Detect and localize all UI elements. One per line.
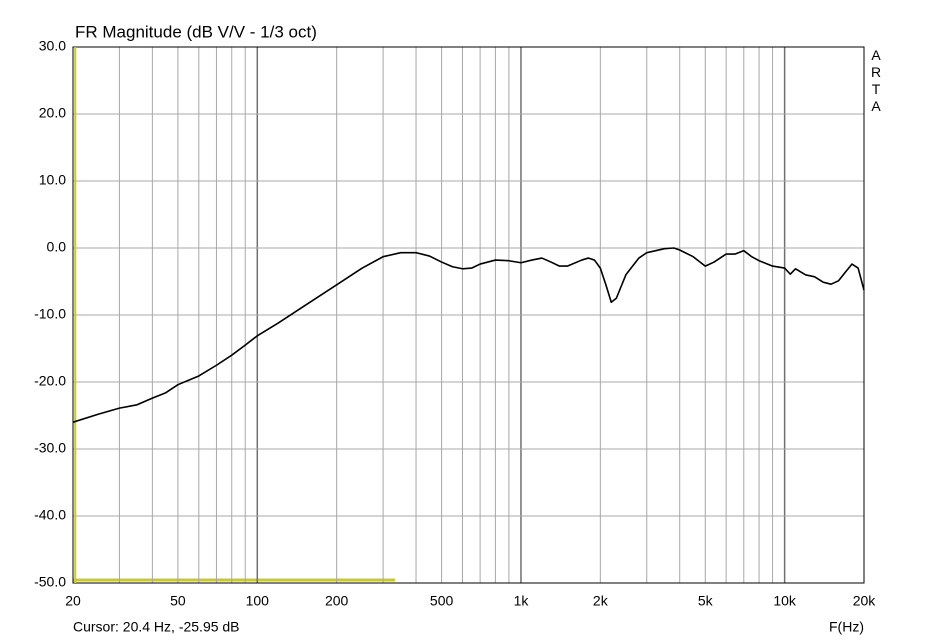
- y-tick-label: -50.0: [34, 574, 66, 590]
- y-tick-label: -30.0: [34, 440, 66, 456]
- watermark: ARTA: [868, 47, 884, 115]
- y-tick-label: -10.0: [34, 306, 66, 322]
- plot-frame: [72, 46, 865, 584]
- x-tick-label: 200: [325, 593, 349, 609]
- x-tick-label: 100: [246, 593, 270, 609]
- y-tick-label: -20.0: [34, 373, 66, 389]
- chart-title: FR Magnitude (dB V/V - 1/3 oct): [75, 22, 317, 41]
- x-tick-label: 2k: [593, 593, 609, 609]
- y-tick-label: 30.0: [39, 38, 66, 54]
- x-axis-label: F(Hz): [829, 619, 864, 635]
- response-curve: [72, 247, 865, 423]
- y-tick-label: 0.0: [47, 239, 67, 255]
- y-tick-label: -40.0: [34, 507, 66, 523]
- x-tick-label: 50: [170, 593, 186, 609]
- x-tick-label: 500: [430, 593, 454, 609]
- cursor-readout: Cursor: 20.4 Hz, -25.95 dB: [73, 619, 240, 635]
- y-tick-label: 10.0: [39, 172, 66, 188]
- x-tick-label: 1k: [514, 593, 530, 609]
- x-tick-label: 10k: [773, 593, 797, 609]
- x-tick-label: 5k: [698, 593, 714, 609]
- x-tick-label: 20: [65, 593, 81, 609]
- y-tick-label: 20.0: [39, 105, 66, 121]
- x-tick-label: 20k: [853, 593, 877, 609]
